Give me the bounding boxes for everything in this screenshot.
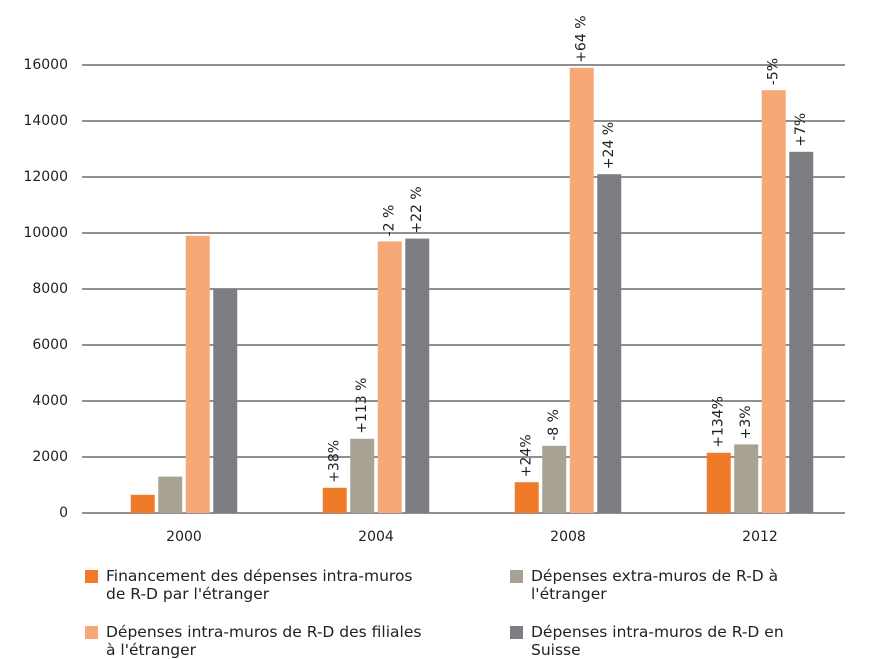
bar [514, 482, 539, 513]
data-label: +134% [711, 396, 727, 448]
data-label: -2 % [382, 205, 398, 237]
data-label: +3% [738, 405, 754, 439]
bar [706, 452, 731, 513]
y-tick-label: 14000 [23, 113, 68, 129]
legend-swatch [510, 570, 523, 583]
data-label: +64 % [574, 15, 590, 62]
x-tick-label: 2004 [358, 529, 394, 545]
bar [350, 438, 375, 513]
chart: 0 2000 4000 6000 8000 10000 12000 14000 16000 200… [23, 15, 845, 545]
bar [158, 476, 183, 513]
y-tick-label: 16000 [23, 57, 68, 73]
bar [761, 90, 786, 513]
legend-label: Dépenses intra-muros de R-D des filiales… [106, 623, 422, 659]
data-label: +24 % [601, 122, 617, 169]
bar [734, 444, 759, 513]
y-tick-label: 2000 [32, 449, 68, 465]
legend-item: Dépenses intra-muros de R-D des filiales… [85, 623, 425, 659]
bar [322, 487, 347, 513]
legend-swatch [85, 626, 98, 639]
data-label: +22 % [409, 186, 425, 233]
x-tick-label: 2008 [550, 529, 586, 545]
bar [130, 494, 155, 513]
y-tick-label: 8000 [32, 281, 68, 297]
y-tick-label: 6000 [32, 337, 68, 353]
legend-item: Dépenses extra-muros de R-D à l'étranger [510, 567, 810, 603]
y-tick-label: 4000 [32, 393, 68, 409]
data-label: -5% [766, 58, 782, 85]
x-tick-label: 2000 [166, 529, 202, 545]
bar [789, 151, 814, 514]
bar [542, 445, 567, 513]
bar [569, 67, 594, 514]
legend-label: Financement des dépenses intra-muros de … [106, 567, 413, 603]
y-tick-label: 12000 [23, 169, 68, 185]
legend-item: Financement des dépenses intra-muros de … [85, 567, 425, 603]
bar [185, 235, 210, 514]
bar [213, 289, 238, 513]
legend-swatch [85, 570, 98, 583]
data-label: +38% [327, 440, 343, 483]
x-tick-label: 2012 [742, 529, 778, 545]
legend-label: Dépenses intra-muros de R-D en Suisse [531, 623, 784, 659]
legend-label: Dépenses extra-muros de R-D à l'étranger [531, 567, 779, 603]
bar [405, 238, 430, 513]
y-tick-label: 0 [59, 505, 68, 521]
legend-swatch [510, 626, 523, 639]
y-tick-label: 10000 [23, 225, 68, 241]
data-label: -8 % [546, 409, 562, 441]
data-label: +113 % [354, 378, 370, 434]
bar [597, 174, 622, 513]
data-label: +7% [793, 113, 809, 147]
bar [377, 241, 402, 513]
data-label: +24% [519, 434, 535, 477]
legend-item: Dépenses intra-muros de R-D en Suisse [510, 623, 810, 659]
